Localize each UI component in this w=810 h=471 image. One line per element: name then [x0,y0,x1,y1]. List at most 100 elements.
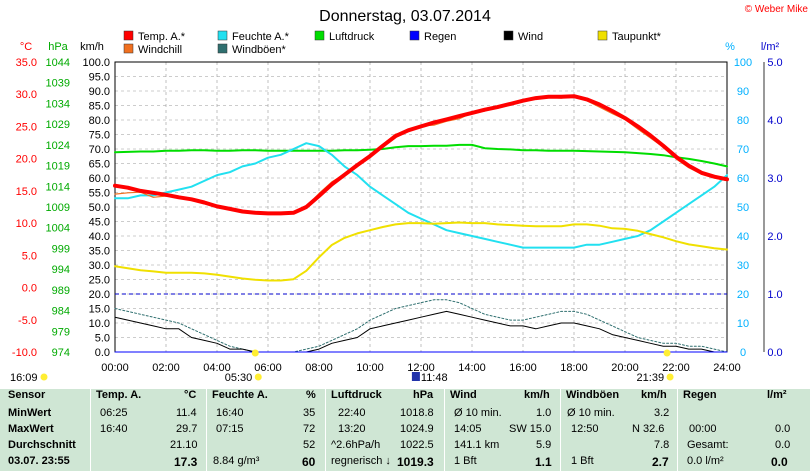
header-rain-unit: l/m² [767,389,787,401]
pressure-tick-label: 1009 [46,202,70,214]
temp-tick-label: 20.0 [16,154,37,166]
min-pressure-time: 22:40 [338,407,366,419]
x-tick-label: 04:00 [203,362,231,374]
statistics-table: Sensor Temp. A. °C Feuchte A. % Luftdruc… [0,389,810,471]
max-pressure-value: 1024.9 [400,423,434,435]
sunrise-marker-icon [254,373,262,381]
sunrise-label: 05:30 [225,372,253,384]
max-temp-time: 16:40 [100,423,128,435]
absolute-humidity: 8.84 g/m³ [213,455,260,467]
pressure-tick-label: 989 [52,285,70,297]
legend-swatch [597,30,608,41]
wind-tick-label: 75.0 [89,130,110,142]
wind-tick-label: 60.0 [89,173,110,185]
x-tick-label: 02:00 [152,362,180,374]
wind-tick-label: 70.0 [89,144,110,156]
wind-tick-label: 25.0 [89,275,110,287]
x-tick-label: 20:00 [611,362,639,374]
wind-tick-label: 80.0 [89,115,110,127]
pressure-tick-label: 979 [52,326,70,338]
sunset-icon [663,349,671,357]
current-gusts-value: 2.7 [652,455,669,469]
pressure-tick-label: 1034 [46,98,70,110]
temp-tick-label: -5.0 [18,315,37,327]
min-pressure-value: 1018.8 [400,407,434,419]
pressure-tick-label: 984 [52,306,70,318]
x-tick-label: 16:00 [509,362,537,374]
sunset-marker-icon [666,373,674,381]
current-pressure-value: 1019.3 [397,455,434,469]
wind-tick-label: 0.0 [95,347,110,359]
wind-tick-label: 40.0 [89,231,110,243]
legend-label: Luftdruck [329,31,375,43]
pressure-tick-label: 1024 [46,140,70,152]
wind-tick-label: 10.0 [89,318,110,330]
humidity-tick-label: 40 [737,231,749,243]
max-gusts-time: 12:50 [571,423,599,435]
temp-tick-label: -10.0 [12,347,37,359]
pressure-tick-label: 1044 [46,57,70,69]
wind-tick-label: 65.0 [89,159,110,171]
wind-axis-unit: km/h [80,41,104,53]
table-row-max: MaxWert 16:40 29.7 07:15 72 13:20 1024.9… [0,423,810,439]
pressure-tick-label: 999 [52,243,70,255]
wind-tick-label: 95.0 [89,72,110,84]
rain-axis-unit: l/m² [761,41,780,53]
legend-label: Feuchte A.* [232,31,290,43]
table-row-min: MinWert 06:25 11.4 16:40 35 22:40 1018.8… [0,407,810,423]
humidity-tick-label: 50 [737,202,749,214]
chart-title: Donnerstag, 03.07.2014 [319,8,491,25]
legend-swatch [409,30,420,41]
current-gusts-bft: 1 Bft [571,455,594,467]
rain-tick-label: 5.0 [767,57,782,69]
left-time-label: 16:09 [10,372,38,384]
series-line-windb-en [114,299,728,353]
watermark: © Weber Mike [745,4,809,15]
x-tick-label: 10:00 [356,362,384,374]
pressure-tick-label: 994 [52,264,70,276]
header-pressure: Luftdruck [331,389,382,401]
rain-tick-label: 3.0 [767,173,782,185]
legend-swatch [123,43,134,54]
humidity-tick-label: 80 [737,115,749,127]
series-line-feuchte-a [114,142,728,249]
wind-tick-label: 15.0 [89,304,110,316]
pressure-tick-label: 1014 [46,181,70,193]
wind-tick-label: 90.0 [89,86,110,98]
humidity-tick-label: 30 [737,260,749,272]
avg-gusts-value: 7.8 [654,439,670,451]
header-gusts: Windböen [566,389,620,401]
header-humidity: Feuchte A. [212,389,268,401]
wind-tick-label: 45.0 [89,217,110,229]
current-timestamp: 03.07. 23:55 [8,455,70,467]
wind-tick-label: 100.0 [82,57,110,69]
max-temp-value: 29.7 [176,423,198,435]
humidity-tick-label: 10 [737,318,749,330]
avg-temp-value: 21.10 [170,439,198,451]
header-rain: Regen [683,389,717,401]
row-label: MinWert [8,407,52,419]
pressure-tick-label: 1019 [46,161,70,173]
min-wind-label: Ø 10 min. [454,407,502,419]
avg-pressure-value: 1022.5 [400,439,434,451]
min-temp-time: 06:25 [100,407,128,419]
rain-total-label: Gesamt: [687,439,729,451]
x-tick-label: 24:00 [713,362,741,374]
legend-label: Windböen* [232,44,287,56]
temp-tick-label: 15.0 [16,186,37,198]
header-wind: Wind [450,389,477,401]
x-tick-label: 22:00 [662,362,690,374]
max-pressure-time: 13:20 [338,423,366,435]
pressure-tick-label: 1004 [46,223,70,235]
humidity-tick-label: 20 [737,289,749,301]
humidity-tick-label: 70 [737,144,749,156]
wind-tick-label: 5.0 [95,333,110,345]
legend-label: Wind [518,31,543,43]
x-tick-label: 14:00 [458,362,486,374]
sun-icon [40,373,48,381]
humidity-tick-label: 100 [734,57,752,69]
pressure-axis-unit: hPa [48,41,68,53]
legend-swatch [217,43,228,54]
wind-tick-label: 85.0 [89,101,110,113]
sunrise-icon [251,349,259,357]
